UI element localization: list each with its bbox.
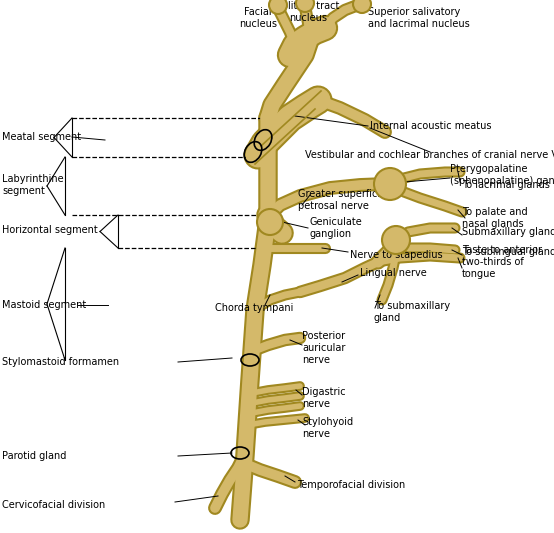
Text: To sublingual gland: To sublingual gland (462, 247, 554, 257)
Text: Chorda tympani: Chorda tympani (215, 303, 294, 313)
Text: To submaxillary
gland: To submaxillary gland (374, 301, 450, 323)
Circle shape (257, 209, 283, 235)
Circle shape (374, 168, 406, 200)
Text: Labyrinthine
segment: Labyrinthine segment (2, 174, 64, 196)
Text: Mastoid segment: Mastoid segment (2, 300, 86, 310)
Text: Stylomastoid formamen: Stylomastoid formamen (2, 357, 119, 367)
Text: Internal acoustic meatus: Internal acoustic meatus (370, 121, 491, 131)
Text: Nerve to stapedius: Nerve to stapedius (350, 250, 443, 260)
Text: Greater superficial
petrosaI nerve: Greater superficial petrosaI nerve (298, 189, 389, 211)
Text: Cervicofacial division: Cervicofacial division (2, 500, 105, 510)
Circle shape (296, 0, 314, 12)
Text: Lingual nerve: Lingual nerve (360, 268, 427, 278)
Text: Pterygopalatine
(sphenopalatine) ganglion: Pterygopalatine (sphenopalatine) ganglio… (450, 164, 554, 186)
Text: Posterior
auricular
nerve: Posterior auricular nerve (302, 332, 345, 365)
Text: Meatal segment: Meatal segment (2, 132, 81, 142)
Text: To lacrimal glands: To lacrimal glands (462, 180, 550, 190)
Text: Vestibular and cochlear branches of cranial nerve VIII: Vestibular and cochlear branches of cran… (305, 150, 554, 160)
Text: Submaxillary gland: Submaxillary gland (462, 227, 554, 237)
Text: Parotid gland: Parotid gland (2, 451, 66, 461)
Text: Temporofacial division: Temporofacial division (297, 480, 405, 490)
Text: Solitary tract
nucleus: Solitary tract nucleus (276, 1, 340, 23)
Text: Digastric
nerve: Digastric nerve (302, 387, 346, 409)
Text: To palate and
nasal glands: To palate and nasal glands (462, 207, 527, 229)
Text: Horizontal segment: Horizontal segment (2, 225, 98, 235)
Text: Stylohyoid
nerve: Stylohyoid nerve (302, 417, 353, 439)
Circle shape (382, 226, 410, 254)
Text: Superior salivatory
and lacrimal nucleus: Superior salivatory and lacrimal nucleus (368, 7, 470, 29)
Circle shape (269, 0, 287, 14)
Text: Facial
nucleus: Facial nucleus (239, 7, 277, 29)
Circle shape (353, 0, 371, 13)
Text: Geniculate
ganglion: Geniculate ganglion (310, 217, 363, 239)
Text: Taste to anterior
two-thirds of
tongue: Taste to anterior two-thirds of tongue (462, 245, 542, 279)
